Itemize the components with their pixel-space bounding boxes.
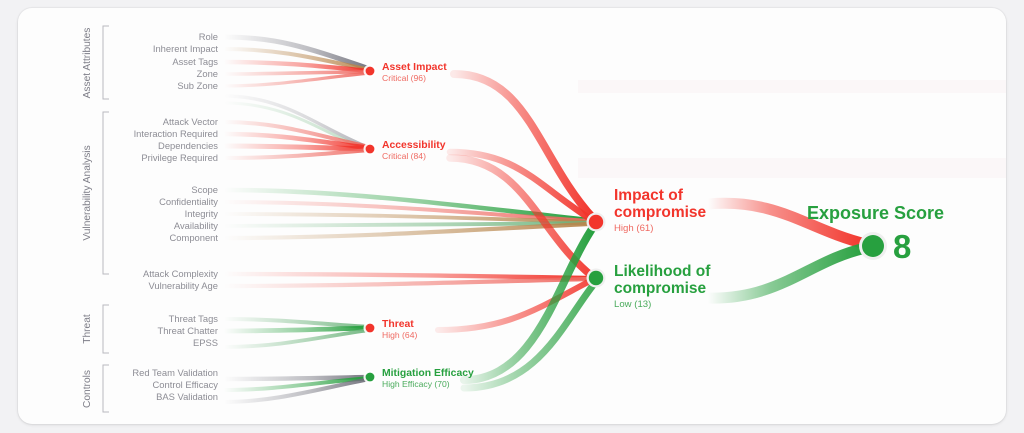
exposure-score-card: Asset Attributes Vulnerability Analysis … <box>18 8 1006 424</box>
leaf-label: Threat Chatter <box>158 325 218 336</box>
node-dot-threat <box>365 323 375 333</box>
node-dot-asset-impact <box>365 66 375 76</box>
mid-node-mitigation-efficacy[interactable]: Mitigation Efficacy High Efficacy (70) <box>363 368 475 389</box>
leaf-label: Privilege Required <box>141 152 218 163</box>
exposure-score-title: Exposure Score <box>807 203 944 223</box>
node-dot-exposure-score <box>862 235 884 257</box>
node-dot-likelihood-of-compromise <box>588 270 604 286</box>
mid-node-sub: High (64) <box>382 330 417 340</box>
leaf-label: Red Team Validation <box>132 367 218 378</box>
leaf-label: Scope <box>191 184 218 195</box>
mid-node-accessibility[interactable]: Accessibility Critical (84) <box>363 140 446 161</box>
leaf-label: EPSS <box>193 337 218 348</box>
group-label-vulnerability-analysis: Vulnerability Analysis <box>82 145 93 240</box>
leaf-label: Asset Tags <box>172 56 218 67</box>
watermark-band <box>578 80 1006 178</box>
node-dot-accessibility <box>365 144 375 154</box>
mid-node-title: Mitigation Efficacy <box>382 368 474 379</box>
leaf-label: Control Efficacy <box>153 379 219 390</box>
mid-node-title: Asset Impact <box>382 62 447 73</box>
node-dot-impact-of-compromise <box>588 214 604 230</box>
leaf-label: Zone <box>197 68 218 79</box>
leaf-labels: Role Inherent Impact Asset Tags Zone Sub… <box>132 31 218 402</box>
leaf-label: Sub Zone <box>177 80 218 91</box>
mid-node-sub: Critical (84) <box>382 151 426 161</box>
exposure-flow-diagram: Asset Attributes Vulnerability Analysis … <box>82 25 1006 413</box>
outcome-title-line1: Impact of <box>614 187 684 204</box>
leaf-label: Attack Vector <box>163 116 218 127</box>
leaf-label: Component <box>170 232 219 243</box>
group-labels: Asset Attributes Vulnerability Analysis … <box>82 28 93 408</box>
leaf-label: Attack Complexity <box>143 268 218 279</box>
leaf-label: Vulnerability Age <box>149 280 219 291</box>
leaf-label: Inherent Impact <box>153 43 219 54</box>
mid-node-title: Accessibility <box>382 140 446 151</box>
mid-to-outcome-ribbons <box>435 70 598 392</box>
leaf-label: Integrity <box>185 208 219 219</box>
node-dot-mitigation-efficacy <box>365 372 375 382</box>
outcome-title-line2: compromise <box>614 204 707 221</box>
outcome-title-line1: Likelihood of <box>614 263 711 280</box>
outcome-sub: Low (13) <box>614 299 651 310</box>
leaf-label: Dependencies <box>158 140 218 151</box>
leaf-label: Role <box>199 31 218 42</box>
leaf-label: Interaction Required <box>134 128 218 139</box>
group-label-asset-attributes: Asset Attributes <box>82 28 93 99</box>
leaf-ribbons <box>221 34 593 404</box>
mid-node-asset-impact[interactable]: Asset Impact Critical (96) <box>363 62 448 83</box>
mid-node-threat[interactable]: Threat High (64) <box>363 319 418 340</box>
leaf-label: Availability <box>174 220 218 231</box>
exposure-score[interactable]: Exposure Score 8 <box>807 203 944 265</box>
leaf-label: Confidentiality <box>159 196 218 207</box>
mid-node-sub: High Efficacy (70) <box>382 379 450 389</box>
outcome-node-likelihood-of-compromise[interactable]: Likelihood of compromise Low (13) <box>586 263 712 310</box>
leaf-label: Threat Tags <box>169 313 219 324</box>
exposure-score-value: 8 <box>893 228 911 265</box>
group-label-threat: Threat <box>82 314 93 344</box>
outcome-to-score-ribbons <box>702 197 872 304</box>
group-brackets <box>102 25 109 413</box>
outcome-title-line2: compromise <box>614 280 707 297</box>
outcome-node-impact-of-compromise[interactable]: Impact of compromise High (61) <box>586 187 707 234</box>
leaf-label: BAS Validation <box>156 391 218 402</box>
outcome-sub: High (61) <box>614 223 653 234</box>
mid-node-title: Threat <box>382 319 414 330</box>
mid-node-sub: Critical (96) <box>382 73 426 83</box>
group-label-controls: Controls <box>82 370 93 408</box>
